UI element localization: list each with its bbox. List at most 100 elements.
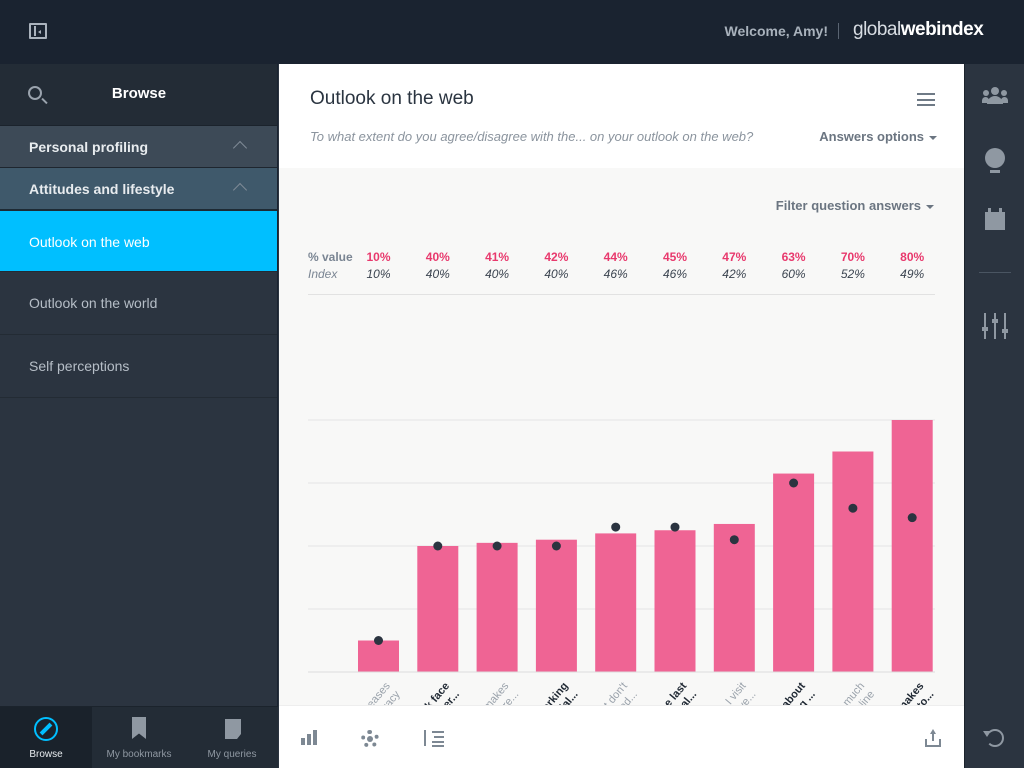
category-personal-profiling[interactable]: Personal profiling	[0, 126, 277, 168]
nav-label: Browse	[29, 749, 63, 760]
compass-icon	[34, 717, 58, 741]
index-cell: 40%	[544, 267, 569, 281]
category-label: The web increasesdemocracy	[324, 680, 403, 705]
value-cell: 47%	[722, 250, 747, 264]
bar[interactable]	[535, 539, 577, 672]
sidebar-item-label: Outlook on the world	[29, 295, 158, 311]
chart-toolbar	[279, 705, 964, 768]
bar[interactable]	[358, 640, 399, 673]
index-cell: 46%	[603, 267, 628, 281]
bar[interactable]	[417, 546, 459, 672]
value-cell: 45%	[662, 250, 688, 264]
search-icon[interactable]	[28, 86, 42, 100]
nav-browse[interactable]: Browse	[0, 707, 92, 768]
bar[interactable]	[713, 523, 755, 672]
sliders-icon[interactable]	[982, 313, 1008, 339]
document-icon	[225, 719, 241, 739]
sidebar: Browse Personal profiling Attitudes and …	[0, 64, 278, 768]
index-cell: 40%	[485, 267, 510, 281]
bottom-nav: Browse My bookmarks My queries	[0, 706, 278, 768]
export-icon[interactable]	[925, 729, 941, 747]
browse-header: Browse	[0, 64, 277, 126]
index-cell: 42%	[722, 267, 747, 281]
sidebar-item-label: Outlook on the web	[29, 234, 150, 250]
category-label: I just don'tunderstand...	[580, 680, 640, 705]
category-label: Owning the lasttechnological...	[627, 680, 699, 705]
index-dot[interactable]	[729, 535, 739, 545]
browse-title: Browse	[111, 85, 167, 102]
chart-area: Filter question answers % value Index 10…	[279, 168, 964, 705]
calendar-icon[interactable]	[985, 208, 1005, 230]
value-cell: 63%	[781, 250, 806, 264]
index-cell: 52%	[840, 267, 865, 281]
table-divider	[308, 294, 935, 295]
category-label: There's too muchchoice online	[804, 680, 878, 705]
sort-icon[interactable]	[424, 730, 444, 747]
value-row-header: % value	[308, 250, 353, 264]
top-bar: Welcome, Amy! globalwebindex	[0, 0, 1024, 64]
index-row-header: Index	[308, 267, 338, 281]
nav-my-bookmarks[interactable]: My bookmarks	[92, 707, 186, 768]
logo-part-global: global	[853, 19, 901, 40]
rail-divider	[979, 272, 1011, 273]
bar[interactable]	[595, 533, 637, 672]
value-cell: 80%	[900, 250, 925, 264]
bar[interactable]	[476, 542, 518, 672]
value-cell: 42%	[544, 250, 569, 264]
main-panel: Outlook on the web To what extent do you…	[279, 64, 964, 768]
index-dot[interactable]	[848, 503, 858, 513]
bar[interactable]	[654, 530, 696, 672]
sidebar-item-outlook-on-the-web[interactable]: Outlook on the web	[0, 211, 277, 272]
nav-my-queries[interactable]: My queries	[186, 707, 278, 768]
chevron-up-icon	[232, 140, 248, 156]
bar[interactable]	[832, 451, 874, 673]
bar[interactable]	[773, 473, 815, 672]
chart-type-icon[interactable]	[301, 730, 319, 745]
collapse-sidebar-icon[interactable]	[29, 23, 47, 39]
index-dot[interactable]	[433, 541, 443, 551]
bookmark-icon	[132, 717, 146, 739]
index-dot[interactable]	[551, 541, 561, 551]
value-cell: 41%	[485, 250, 510, 264]
index-dot[interactable]	[492, 541, 502, 551]
logo-part-index: index	[936, 19, 984, 40]
globe-icon[interactable]	[985, 148, 1005, 173]
bar[interactable]	[891, 420, 933, 672]
index-dot[interactable]	[374, 636, 383, 645]
header-divider	[838, 23, 839, 39]
sidebar-item-outlook-on-the-world[interactable]: Outlook on the world	[0, 272, 277, 335]
category-attitudes-and-lifestyle[interactable]: Attitudes and lifestyle	[0, 168, 277, 211]
sidebar-item-label: Self perceptions	[29, 358, 130, 374]
nav-label: My queries	[207, 749, 257, 760]
index-dot[interactable]	[611, 522, 621, 532]
answers-options-dropdown[interactable]: Answers options	[819, 129, 937, 144]
undo-icon[interactable]	[986, 729, 1004, 747]
index-dot[interactable]	[907, 513, 917, 523]
question-text: To what extent do you agree/disagree wit…	[310, 129, 754, 144]
logo: globalwebindex	[853, 19, 984, 41]
index-cell: 49%	[900, 267, 925, 281]
gear-icon[interactable]	[361, 730, 379, 748]
filter-label: Filter question answers	[775, 198, 921, 213]
sidebar-item-self-perceptions[interactable]: Self perceptions	[0, 335, 277, 398]
answers-options-label: Answers options	[819, 129, 924, 144]
index-cell: 46%	[662, 267, 688, 281]
caret-down-icon	[926, 204, 934, 209]
filter-question-answers-dropdown[interactable]: Filter question answers	[776, 198, 934, 213]
value-cell: 44%	[603, 250, 628, 264]
index-cell: 10%	[366, 267, 391, 281]
category-label: Attitudes and lifestyle	[29, 181, 175, 197]
welcome-text: Welcome, Amy!	[724, 23, 828, 39]
index-dot[interactable]	[789, 478, 799, 488]
nav-label: My bookmarks	[106, 749, 172, 760]
index-cell: 40%	[425, 267, 450, 281]
index-dot[interactable]	[670, 522, 680, 532]
index-cell: 60%	[781, 267, 806, 281]
chevron-up-icon	[232, 182, 248, 198]
category-label: Personal profiling	[29, 139, 149, 155]
bar-chart: The web increasesdemocracyI prefer to ta…	[308, 419, 936, 705]
page-title: Outlook on the web	[310, 88, 474, 109]
audiences-icon[interactable]	[982, 86, 1008, 108]
value-cell: 10%	[366, 250, 391, 264]
menu-icon[interactable]	[917, 93, 935, 106]
